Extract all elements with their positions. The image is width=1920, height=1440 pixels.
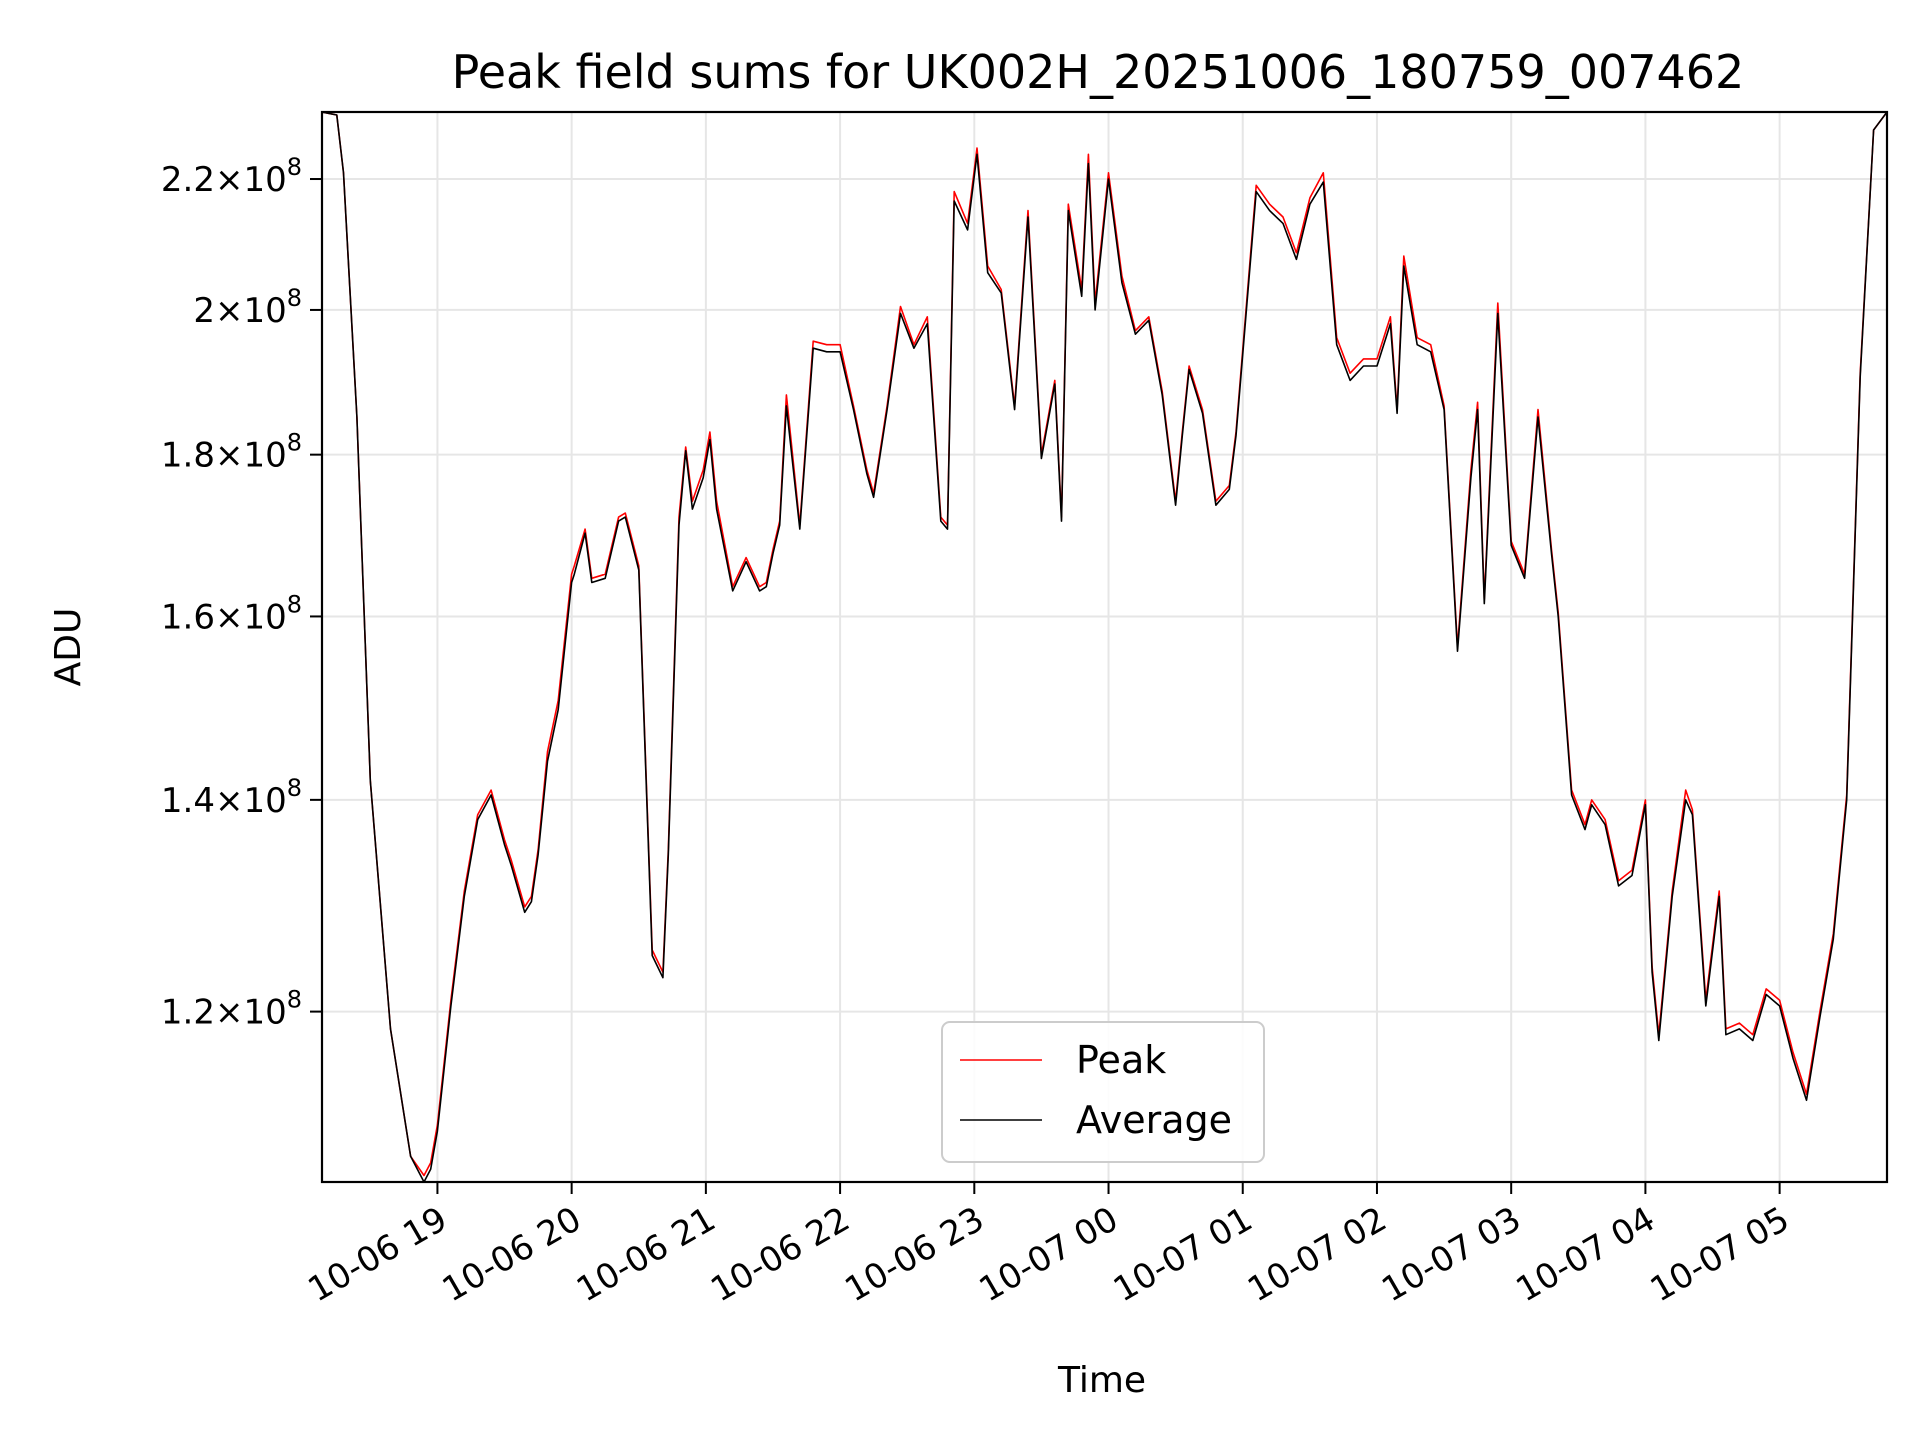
y-tick-label-3: 1.8×108 bbox=[161, 429, 302, 476]
y-tick-label-2: 1.6×108 bbox=[161, 590, 302, 637]
legend: Peak Average bbox=[941, 1021, 1265, 1163]
x-axis-label: Time bbox=[1057, 1360, 1146, 1401]
series-layer bbox=[322, 112, 1887, 1182]
chart-title: Peak field sums for UK002H_20251006_1807… bbox=[452, 45, 1745, 99]
series-line-peak bbox=[322, 112, 1887, 1177]
y-tick-label-0: 1.2×108 bbox=[161, 986, 302, 1033]
y-tick-label-4: 2×108 bbox=[193, 284, 302, 331]
legend-label-peak: Peak bbox=[1076, 1038, 1166, 1082]
legend-box bbox=[941, 1021, 1265, 1163]
plot-frame bbox=[320, 110, 1889, 1184]
y-tick-label-1: 1.4×108 bbox=[161, 774, 302, 821]
y-axis-label: ADU bbox=[48, 608, 89, 687]
series-line-average bbox=[322, 112, 1887, 1182]
grid-layer bbox=[322, 112, 1887, 1182]
legend-label-average: Average bbox=[1076, 1098, 1232, 1142]
y-tick-label-5: 2.2×108 bbox=[161, 153, 302, 200]
